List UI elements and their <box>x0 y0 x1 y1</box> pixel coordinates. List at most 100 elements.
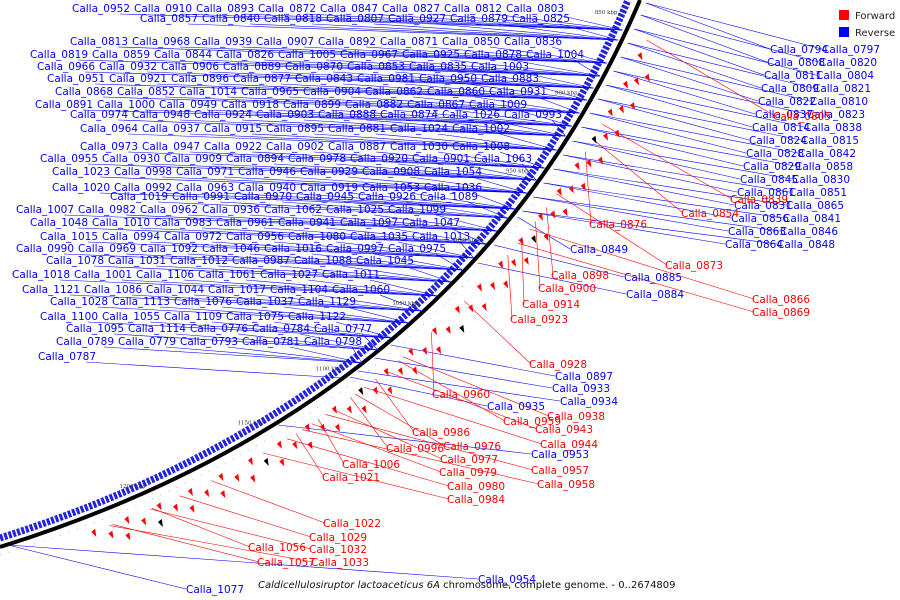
leader-calla-1001 <box>121 279 438 297</box>
leader-calla-0867 <box>454 109 572 127</box>
gene-label-calla-1020: Calla_1020 <box>52 182 110 194</box>
leader-calla-0910 <box>181 13 623 31</box>
gene-label-calla-0781: Calla_0781 <box>242 336 300 348</box>
leader-calla-1028 <box>97 306 410 324</box>
leader-calla-0810 <box>620 56 811 102</box>
gene-label-calla-0849: Calla_0849 <box>570 244 628 256</box>
leader-calla-0838 <box>605 84 805 128</box>
gene-label-calla-0962: Calla_0962 <box>140 204 198 216</box>
leader-calla-1075 <box>273 321 393 339</box>
gene-label-calla-0896: Calla_0896 <box>171 73 229 85</box>
leader-calla-0841 <box>543 182 784 219</box>
leader-calla-1008 <box>499 151 545 169</box>
leader-calla-0835 <box>456 71 594 89</box>
leader-calla-0933 <box>374 357 553 389</box>
legend: Forward Reverse <box>839 10 895 39</box>
leader-calla-1032 <box>150 508 312 550</box>
gene-label-calla-1007: Calla_1007 <box>16 204 74 216</box>
forward-gene-glyph <box>481 302 487 311</box>
gene-label-calla-1088: Calla_1088 <box>294 255 352 267</box>
gene-label-calla-0971: Calla_0971 <box>176 166 234 178</box>
gene-label-calla-0878: Calla_0878 <box>464 49 522 61</box>
gene-label-calla-0885: Calla_0885 <box>624 272 682 284</box>
gene-label-calla-0869: Calla_0869 <box>752 307 810 319</box>
gene-label-calla-0867: Calla_0867 <box>407 99 465 111</box>
gene-label-calla-0966: Calla_0966 <box>37 61 95 73</box>
leader-calla-0839 <box>602 123 733 200</box>
leader-calla-0983 <box>201 227 487 245</box>
leader-calla-0847 <box>367 13 623 31</box>
gene-label-calla-1100: Calla_1100 <box>40 311 98 323</box>
forward-gene-glyph <box>580 182 586 191</box>
gene-label-calla-0893: Calla_0893 <box>196 3 254 15</box>
forward-gene-glyph <box>189 504 195 513</box>
gene-label-calla-0899: Calla_0899 <box>283 99 341 111</box>
gene-label-calla-0856: Calla_0856 <box>731 213 789 225</box>
gene-label-calla-1062: Calla_1062 <box>264 204 322 216</box>
leader-calla-0924 <box>241 119 566 137</box>
leader-calla-0885 <box>493 244 625 278</box>
gene-label-calla-0830: Calla_0830 <box>792 174 850 186</box>
leader-calla-0955 <box>87 163 537 181</box>
leader-calla-0822 <box>620 56 759 102</box>
forward-gene-glyph <box>454 305 460 314</box>
legend-reverse-swatch <box>839 27 849 37</box>
gene-label-calla-0965: Calla_0965 <box>241 86 299 98</box>
leader-calla-0860 <box>474 96 580 114</box>
gene-label-calla-1015: Calla_1015 <box>40 231 98 243</box>
gene-label-calla-1047: Calla_1047 <box>402 217 460 229</box>
leader-calla-1121 <box>69 294 423 312</box>
leader-calla-0934 <box>357 370 561 402</box>
leader-calla-0901 <box>459 163 537 181</box>
leader-calla-0813 <box>117 46 607 64</box>
leader-calla-0943 <box>385 370 538 430</box>
gene-label-calla-0924: Calla_0924 <box>194 109 252 121</box>
leader-calla-0915 <box>251 133 557 151</box>
leader-calla-1097 <box>387 227 487 245</box>
gene-label-calla-0923: Calla_0923 <box>510 314 568 326</box>
gene-label-calla-1025: Calla_1025 <box>326 204 384 216</box>
scale-tick-label: 950 kbp <box>506 169 529 175</box>
leader-calla-0859 <box>139 59 600 77</box>
leader-calla-0997 <box>373 253 463 271</box>
leader-calla-0925 <box>449 59 600 77</box>
leader-calla-0856 <box>543 182 732 219</box>
gene-label-calla-0963: Calla_0963 <box>176 182 234 194</box>
gene-label-calla-1063: Calla_1063 <box>474 153 532 165</box>
forward-gene-glyph <box>125 532 131 541</box>
forward-gene-glyph <box>218 472 224 481</box>
leader-calla-1029 <box>179 495 312 538</box>
gene-label-calla-0868: Calla_0868 <box>55 86 113 98</box>
gene-label-calla-0891: Calla_0891 <box>35 99 93 111</box>
forward-gene-glyph <box>91 528 97 537</box>
gene-label-calla-0998: Calla_0998 <box>114 166 172 178</box>
gene-label-calla-1077: Calla_1077 <box>186 584 244 596</box>
leader-calla-0777 <box>361 333 379 351</box>
gene-label-calla-0930: Calla_0930 <box>102 153 160 165</box>
leader-calla-0821 <box>627 42 814 89</box>
leader-calla-0878 <box>511 59 600 77</box>
leader-calla-1017 <box>255 294 423 312</box>
forward-gene-glyph <box>124 515 130 524</box>
leader-calla-1018 <box>59 279 438 297</box>
leader-calla-1054 <box>471 176 527 194</box>
leader-calla-0940 <box>285 192 515 210</box>
leader-calla-1012 <box>217 265 452 283</box>
forward-gene-glyph <box>157 518 163 527</box>
leader-calla-1048 <box>77 227 487 245</box>
gene-label-calla-1006: Calla_1006 <box>342 459 400 471</box>
gene-label-calla-0952: Calla_0952 <box>72 3 130 15</box>
leader-calla-1002 <box>499 133 557 151</box>
leader-calla-1020 <box>99 192 515 210</box>
leader-calla-0840 <box>249 23 618 41</box>
gene-label-calla-1075: Calla_1075 <box>226 311 284 323</box>
leader-calla-0898 <box>546 207 554 276</box>
gene-label-calla-0955: Calla_0955 <box>40 153 98 165</box>
gene-label-calla-0828: Calla_0828 <box>746 148 804 160</box>
gene-label-calla-0922: Calla_0922 <box>204 141 262 153</box>
gene-label-calla-0861: Calla_0861 <box>737 187 795 199</box>
leader-calla-1056 <box>151 507 251 548</box>
gene-label-calla-1121: Calla_1121 <box>22 284 80 296</box>
gene-label-calla-1019: Calla_1019 <box>110 191 168 203</box>
gene-label-calla-0925: Calla_0925 <box>402 49 460 61</box>
